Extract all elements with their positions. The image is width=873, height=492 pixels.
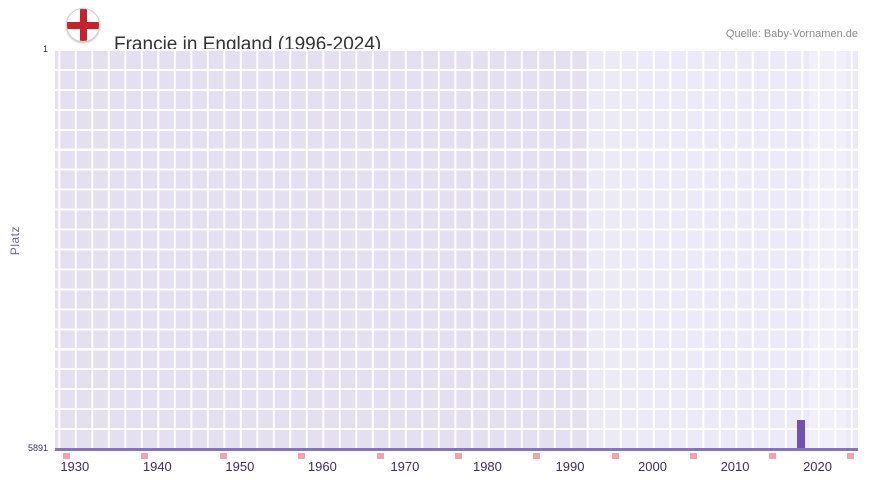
- x-axis-tick-label: 2020: [803, 459, 832, 474]
- x-axis-line: [55, 448, 858, 451]
- axis-baseline-mark: [611, 453, 619, 459]
- y-axis-top-tick-label: 1: [42, 44, 48, 54]
- x-axis-tick-label: 1960: [307, 459, 337, 474]
- x-axis-tick-label: 2000: [638, 459, 667, 474]
- baseline-marks-layer: [55, 49, 858, 459]
- rank-bar[interactable]: [797, 420, 806, 448]
- bars-layer: [55, 49, 858, 448]
- x-axis-tick-label: 1980: [472, 459, 502, 474]
- axis-baseline-mark: [141, 453, 149, 459]
- axis-baseline-mark: [455, 453, 463, 459]
- gridlines-layer: [55, 49, 858, 448]
- x-axis-tick-label: 1990: [555, 459, 585, 474]
- axis-baseline-mark: [533, 453, 541, 459]
- axis-baseline-mark: [768, 453, 776, 459]
- axis-baseline-mark: [63, 453, 71, 459]
- x-axis-tick-label: 2010: [720, 459, 750, 474]
- source-attribution: Quelle: Baby-Vornamen.de: [725, 28, 858, 40]
- plot-area: [55, 49, 858, 459]
- flag-cross-vertical: [80, 9, 87, 41]
- england-flag-icon: [66, 8, 100, 42]
- axis-baseline-mark: [376, 453, 384, 459]
- x-axis-tick-label: 1950: [225, 459, 255, 474]
- x-axis-tick-label: 1970: [390, 459, 420, 474]
- axis-baseline-mark: [847, 453, 855, 459]
- y-axis-title: Platz: [8, 226, 22, 256]
- axis-baseline-mark: [298, 453, 306, 459]
- x-axis-tick-label: 1940: [142, 459, 172, 474]
- y-axis-bottom-tick-label: 5891: [27, 443, 48, 453]
- axis-baseline-mark: [690, 453, 698, 459]
- axis-baseline-mark: [219, 453, 227, 459]
- x-axis-tick-label: 1930: [60, 459, 90, 474]
